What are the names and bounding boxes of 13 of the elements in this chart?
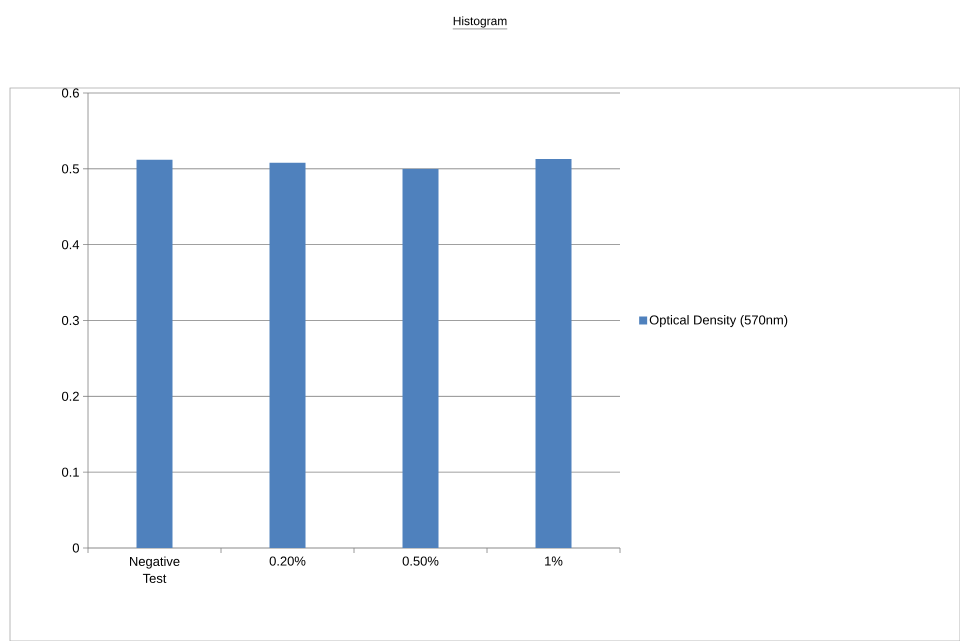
y-tick-label: 0.5 xyxy=(62,164,79,174)
y-tick-label: 0.1 xyxy=(62,468,79,477)
x-tick-label: 0.20% xyxy=(270,556,306,566)
y-tick-label: 0.6 xyxy=(62,88,79,98)
chart-title: Histogram xyxy=(454,16,506,28)
x-tick-label: 1% xyxy=(545,556,562,566)
y-tick-label: 0.3 xyxy=(62,316,79,326)
legend-label: Optical Density (570nm) xyxy=(650,315,788,328)
y-tick-label: 0 xyxy=(72,543,79,553)
x-tick-label: 0.50% xyxy=(402,556,438,566)
y-tick-label: 0.2 xyxy=(62,392,79,401)
x-tick-label: Negative Test xyxy=(130,556,180,583)
y-tick-label: 0.4 xyxy=(62,240,80,250)
